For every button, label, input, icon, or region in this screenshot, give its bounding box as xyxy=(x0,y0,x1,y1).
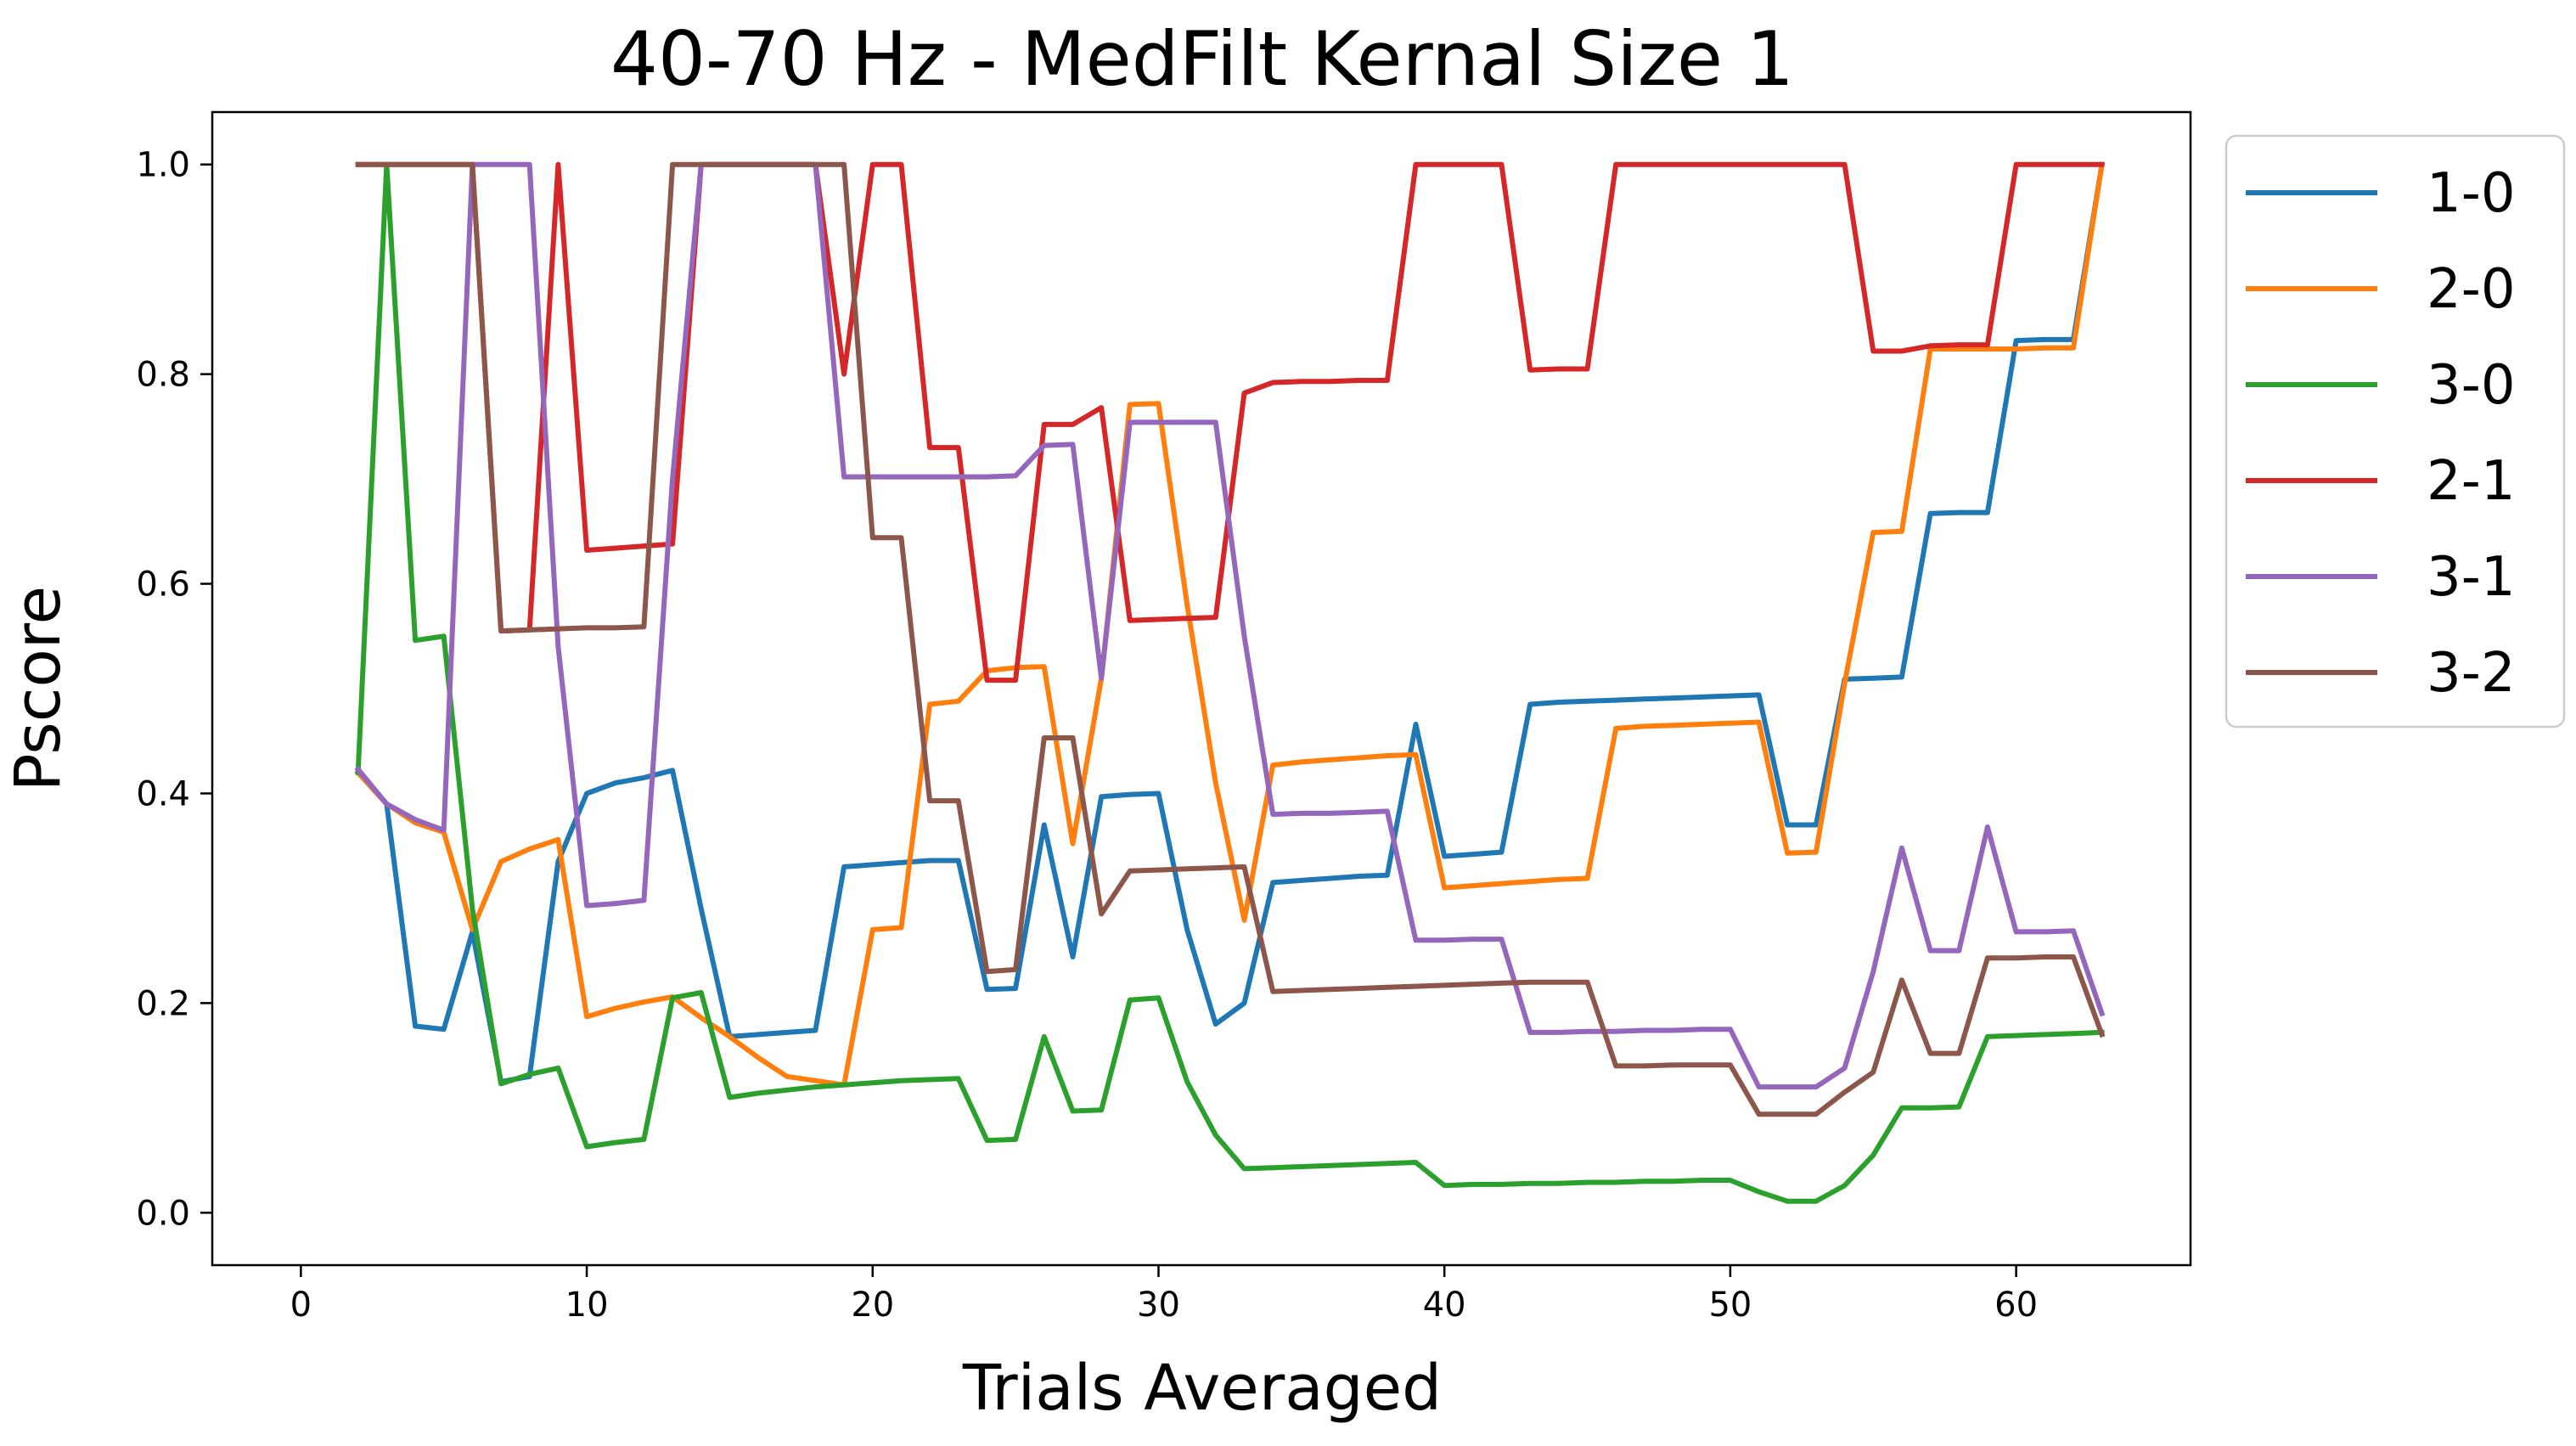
x-tick-label: 20 xyxy=(851,1286,894,1325)
legend-label-2-1: 2-1 xyxy=(2427,450,2516,513)
x-axis: 0 10 20 30 40 50 60 xyxy=(290,1265,2038,1325)
legend-label-3-0: 3-0 xyxy=(2427,354,2516,417)
series-lines xyxy=(354,161,2106,1204)
plot-frame xyxy=(211,110,2192,1267)
legend-label-3-1: 3-1 xyxy=(2427,546,2516,609)
legend: 1-0 2-0 3-0 2-1 3-1 3-2 xyxy=(2224,134,2566,729)
y-axis: 0.0 0.2 0.4 0.6 0.8 1.0 xyxy=(136,146,212,1233)
y-tick-label: 0.4 xyxy=(136,774,190,813)
y-tick-label: 1.0 xyxy=(136,146,190,185)
series-line-2-0 xyxy=(354,161,2106,1088)
series-line-3-1 xyxy=(354,161,2106,1090)
y-tick-label: 0.6 xyxy=(136,565,190,605)
chart-title: 40-70 Hz - MedFilt Kernal Size 1 xyxy=(610,15,1794,103)
x-tick-label: 60 xyxy=(1994,1286,2038,1325)
legend-label-2-0: 2-0 xyxy=(2427,258,2516,321)
x-tick-label: 50 xyxy=(1708,1286,1752,1325)
x-tick-label: 10 xyxy=(565,1286,609,1325)
y-tick-label: 0.8 xyxy=(136,356,190,395)
y-tick-label: 0.0 xyxy=(136,1194,190,1233)
x-tick-label: 40 xyxy=(1423,1286,1466,1325)
series-line-3-0 xyxy=(355,161,2105,1204)
x-tick-label: 0 xyxy=(290,1286,312,1325)
series-line-3-2 xyxy=(355,161,2106,1117)
x-axis-label: Trials Averaged xyxy=(962,1352,1442,1425)
y-tick-label: 0.2 xyxy=(136,984,190,1023)
y-axis-label: Pscore xyxy=(2,586,75,791)
series-line-1-0 xyxy=(354,161,2106,1084)
x-tick-label: 30 xyxy=(1137,1286,1180,1325)
legend-label-1-0: 1-0 xyxy=(2427,162,2516,225)
legend-label-3-2: 3-2 xyxy=(2427,642,2516,705)
